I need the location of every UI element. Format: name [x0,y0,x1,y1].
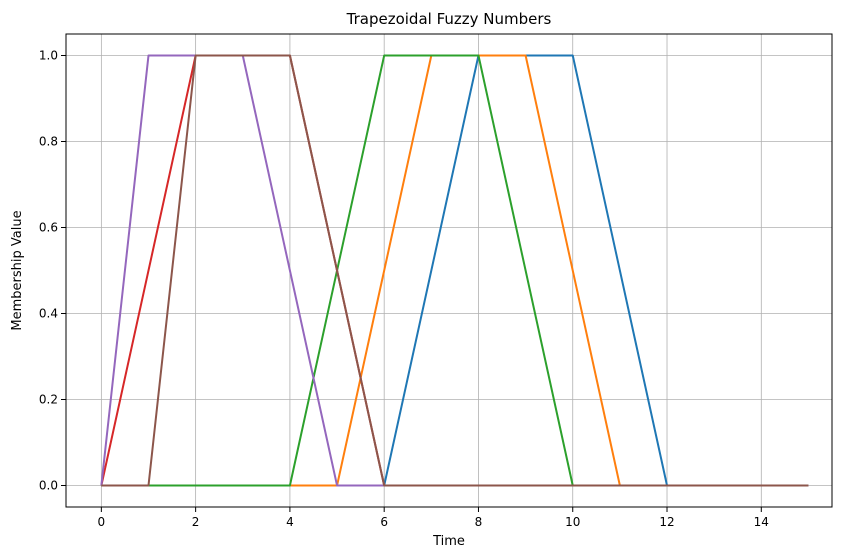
y-axis-label: Membership Value [10,210,25,330]
plot-frame [65,33,833,508]
x-tick-label: 0 [98,515,106,529]
x-tick-label: 2 [192,515,200,529]
y-tick-label: 1.0 [39,49,58,63]
x-axis-label: Time [432,534,465,549]
series-line-6 [101,54,809,487]
y-tick-label: 0.4 [39,307,58,321]
series-lines [100,54,809,487]
x-tick-label: 6 [380,515,388,529]
x-tick-label: 10 [565,515,580,529]
y-tick-label: 0.2 [39,393,58,407]
y-tick-label: 0.8 [39,135,58,149]
x-tick-label: 12 [659,515,674,529]
y-tick-label: 0.0 [39,479,58,493]
y-tick-label: 0.6 [39,221,58,235]
axis-ticks: 0 2 4 6 8 10 12 14 0.0 0.2 0.4 0.6 0.8 1.0 [39,49,769,530]
x-tick-label: 14 [754,515,769,529]
chart-title: Trapezoidal Fuzzy Numbers [346,10,552,28]
x-tick-label: 4 [286,515,294,529]
x-tick-label: 8 [475,515,483,529]
